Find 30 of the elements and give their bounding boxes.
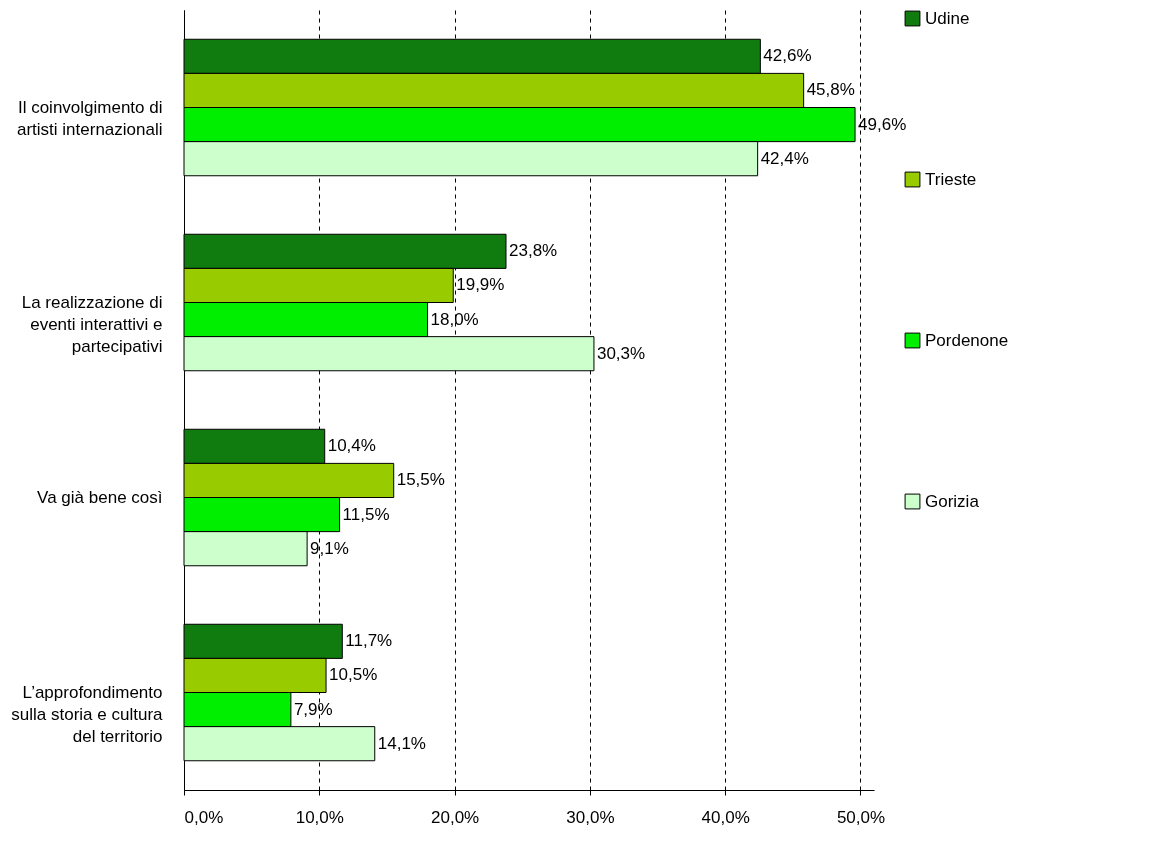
- y-tick-label: Va già bene così: [37, 487, 163, 507]
- data-label: 18,0%: [430, 309, 479, 329]
- data-label: 23,8%: [509, 241, 558, 261]
- data-label: 30,3%: [596, 343, 646, 363]
- legend-label: Udine: [925, 8, 970, 28]
- data-label: 42,6%: [763, 46, 812, 66]
- data-label: 15,5%: [396, 470, 445, 490]
- x-tick-label: 10,0%: [295, 807, 344, 827]
- x-tick-label: 40,0%: [701, 807, 750, 827]
- x-tick-label: 20,0%: [430, 807, 480, 827]
- data-label: 11,5%: [342, 504, 390, 524]
- data-label: 9,1%: [310, 538, 349, 558]
- legend-label: Gorizia: [925, 491, 980, 511]
- legend-label: Pordenone: [925, 330, 1009, 350]
- y-tick-label: La realizzazione di eventi interattivi e partecipativi: [21, 292, 163, 356]
- data-label: 49,6%: [858, 114, 907, 134]
- data-label: 10,4%: [327, 436, 376, 456]
- data-label: 19,9%: [456, 275, 505, 295]
- data-label: 14,1%: [377, 733, 426, 753]
- data-label: 45,8%: [806, 80, 855, 100]
- y-tick-label: Il coinvolgimento di artisti internazionali: [16, 97, 163, 139]
- data-label: 42,4%: [760, 148, 809, 168]
- y-tick-label: L’approfondimento sulla storia e cultura del territorio: [11, 682, 164, 746]
- x-tick-label: 50,0%: [836, 807, 886, 827]
- data-label: 10,5%: [329, 665, 378, 685]
- x-tick-label: 0,0%: [184, 807, 224, 827]
- data-label: 7,9%: [293, 699, 333, 719]
- x-tick-label: 30,0%: [566, 807, 615, 827]
- legend-label: Trieste: [925, 169, 977, 189]
- data-label: 11,7%: [345, 631, 393, 651]
